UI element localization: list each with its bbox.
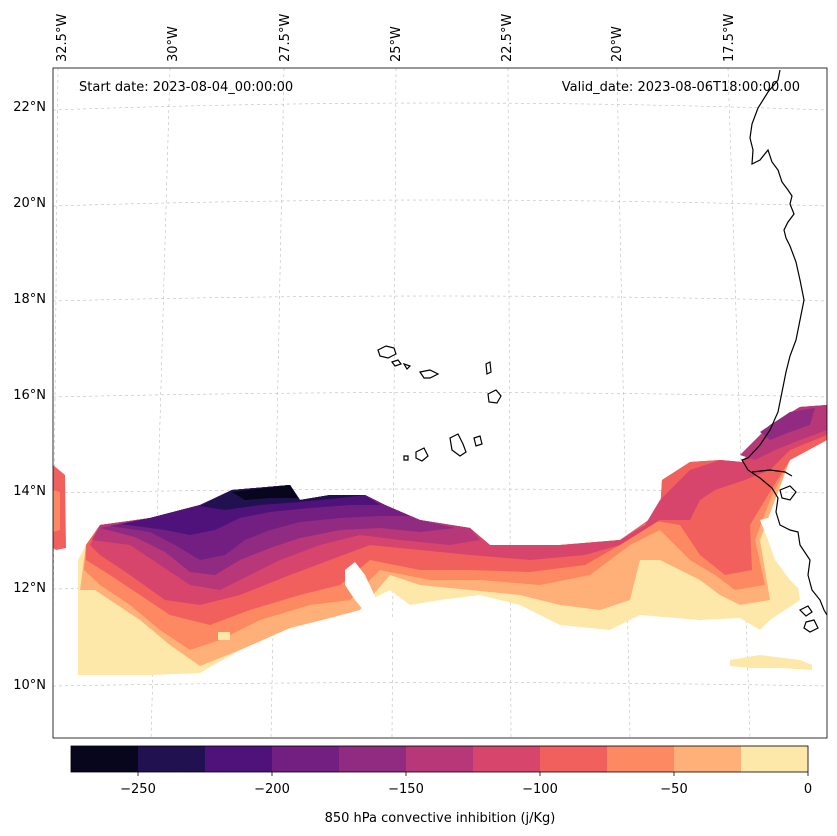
lat-label: 10°N bbox=[13, 678, 46, 693]
lat-label: 14°N bbox=[13, 484, 46, 499]
africa-coastline bbox=[741, 69, 827, 616]
lon-label: 30°W bbox=[166, 26, 181, 62]
cape-verde-islands bbox=[377, 345, 502, 462]
lat-label: 18°N bbox=[13, 292, 46, 307]
lat-label: 22°N bbox=[13, 100, 46, 115]
lat-label: 12°N bbox=[13, 581, 46, 596]
lat-label: 16°N bbox=[13, 388, 46, 403]
colorbar bbox=[70, 745, 809, 773]
cin-gap-2 bbox=[760, 515, 827, 600]
cin-band-10 bbox=[232, 485, 298, 500]
lon-label: 32.5°W bbox=[55, 14, 70, 62]
cin-contour-field bbox=[53, 405, 827, 675]
colorbar-swatch bbox=[406, 746, 474, 772]
colorbar-swatch bbox=[138, 746, 206, 772]
colorbar-ticks: −250 −200 −150 −100 −50 0 bbox=[120, 772, 812, 797]
colorbar-frame bbox=[70, 745, 809, 773]
colorbar-tick-label: −200 bbox=[254, 782, 290, 797]
latitude-labels: 22°N 20°N 18°N 16°N 14°N 12°N 10°N bbox=[13, 100, 46, 693]
colorbar-tick-label: −150 bbox=[388, 782, 424, 797]
lat-label: 20°N bbox=[13, 196, 46, 211]
lon-label: 27.5°W bbox=[278, 14, 293, 62]
guinea-islands bbox=[798, 605, 819, 633]
cin-left-patch-inner bbox=[53, 490, 60, 532]
map-frame bbox=[52, 67, 828, 739]
colorbar-swatch bbox=[540, 746, 608, 772]
colorbar-swatch bbox=[607, 746, 675, 772]
colorbar-swatch bbox=[473, 746, 541, 772]
lon-label: 22.5°W bbox=[500, 14, 515, 62]
cin-small-dot-1 bbox=[218, 632, 230, 640]
colorbar-tick-label: −50 bbox=[660, 782, 687, 797]
colorbar-tick-label: −250 bbox=[120, 782, 156, 797]
colorbar-swatch bbox=[674, 746, 742, 772]
lon-label: 25°W bbox=[389, 26, 404, 62]
colorbar-swatch bbox=[71, 746, 139, 772]
start-date-label: Start date: 2023-08-04_00:00:00 bbox=[79, 80, 293, 95]
cin-band-6b bbox=[760, 408, 815, 440]
bijagos-coast bbox=[779, 485, 797, 501]
colorbar-swatch bbox=[272, 746, 340, 772]
colorbar-label: 850 hPa convective inhibition (j/Kg) bbox=[325, 811, 556, 826]
longitude-labels: 32.5°W 30°W 27.5°W 25°W 22.5°W 20°W 17.5… bbox=[55, 14, 737, 62]
colorbar-swatch bbox=[339, 746, 407, 772]
lon-label: 20°W bbox=[610, 26, 625, 62]
colorbar-swatch bbox=[205, 746, 273, 772]
gambia-river bbox=[751, 469, 793, 477]
lon-label: 17.5°W bbox=[722, 14, 737, 62]
map-content bbox=[53, 68, 827, 738]
colorbar-tick-label: 0 bbox=[804, 782, 812, 797]
colorbar-tick-label: −100 bbox=[522, 782, 558, 797]
cin-south-strip bbox=[730, 655, 812, 670]
cin-gap-1 bbox=[345, 562, 400, 632]
colorbar-swatch bbox=[741, 746, 809, 772]
valid-date-label: Valid_date: 2023-08-06T18:00:00.00 bbox=[562, 80, 800, 95]
